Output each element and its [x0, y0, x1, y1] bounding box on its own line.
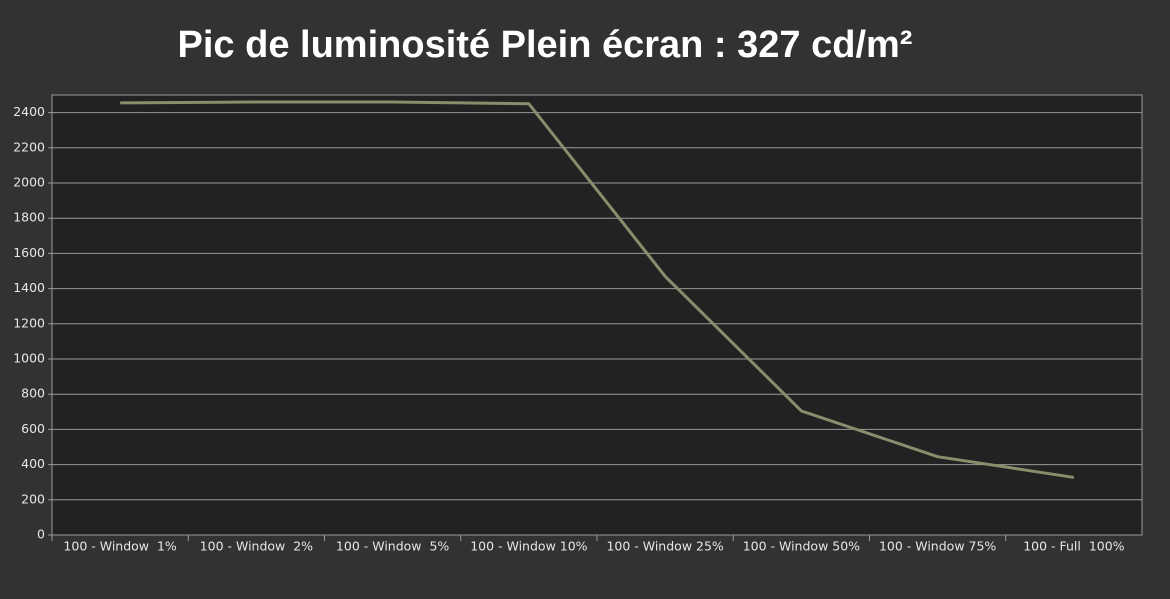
y-tick-label: 1800 [13, 210, 45, 225]
x-tick-label: 100 - Window 50% [743, 539, 860, 554]
y-tick-label: 1400 [13, 280, 45, 295]
x-tick-label: 100 - Window 75% [879, 539, 996, 554]
x-tick-label: 100 - Window 1% [63, 539, 177, 554]
y-tick-label: 2400 [13, 104, 45, 119]
y-tick-label: 1000 [13, 351, 45, 366]
y-tick-label: 1200 [13, 315, 45, 330]
y-tick-label: 0 [37, 527, 45, 542]
x-tick-label: 100 - Window 2% [200, 539, 314, 554]
y-tick-label: 800 [21, 386, 45, 401]
y-tick-label: 600 [21, 421, 45, 436]
x-tick-label: 100 - Full 100% [1023, 539, 1124, 554]
y-tick-label: 200 [21, 491, 45, 506]
x-tick-label: 100 - Window 10% [470, 539, 587, 554]
chart-title: Pic de luminosité Plein écran : 327 cd/m… [178, 24, 913, 66]
line-series [120, 100, 1075, 479]
y-tick-label: 2000 [13, 175, 45, 190]
y-tick-label: 2200 [13, 139, 45, 154]
plot-area [51, 94, 1143, 536]
y-tick-label: 400 [21, 456, 45, 471]
x-tick-label: 100 - Window 5% [336, 539, 450, 554]
y-tick-label: 1600 [13, 245, 45, 260]
x-tick-label: 100 - Window 25% [606, 539, 723, 554]
